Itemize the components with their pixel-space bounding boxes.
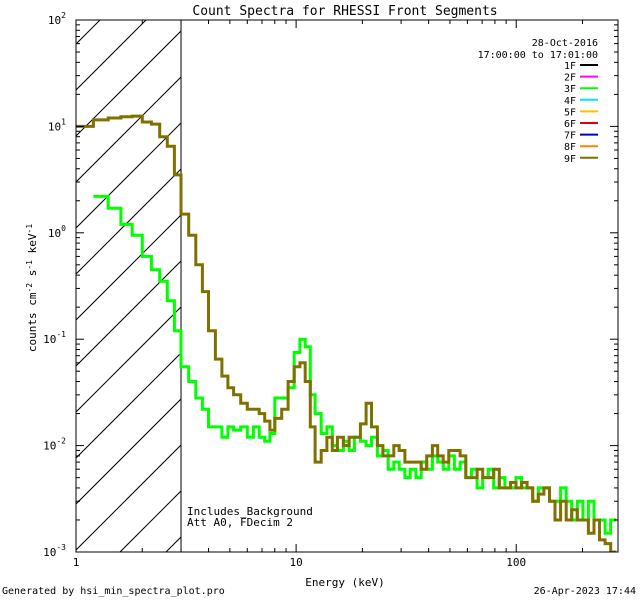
hatch-line (76, 76, 182, 183)
y-label-s: s (26, 270, 39, 283)
legend-time-range: 17:00:00 to 17:01:00 (478, 50, 598, 61)
legend-label: 1F (564, 61, 576, 72)
y-tick-label: 10-1 (43, 330, 66, 346)
y-tick-label: 101 (48, 117, 66, 133)
legend-label: 5F (564, 107, 576, 118)
hatch-line (76, 168, 182, 275)
hatch-line (0, 0, 82, 552)
legend-label: 4F (564, 96, 576, 107)
footer-generated-by: Generated by hsi_min_spectra_plot.pro (2, 586, 225, 597)
series-9f-line (76, 114, 617, 552)
plot-frame (75, 19, 619, 553)
x-tick-label: 10 (289, 556, 302, 569)
hatch-line (76, 214, 182, 321)
hatch-line (76, 398, 182, 505)
y-tick-label: 100 (48, 224, 66, 240)
x-axis-ticks: 1 10 100 (73, 20, 583, 569)
x-tick-label: 100 (506, 556, 526, 569)
hatch-line (119, 490, 182, 552)
y-label-exp1: -2 (25, 283, 34, 293)
y-label-kev: keV (26, 233, 39, 260)
hatch-line (76, 30, 182, 137)
y-axis-label: counts cm-2 s-1 keV-1 (25, 224, 39, 352)
legend-label: 8F (564, 142, 576, 153)
y-axis-ticks: 102 101 100 10-1 10-2 10-3 (43, 11, 618, 559)
y-tick-label: 102 (48, 11, 66, 27)
chart-title: Count Spectra for RHESSI Front Segments (192, 4, 497, 19)
legend-label: 3F (564, 84, 576, 95)
footer-timestamp: 26-Apr-2023 17:44 (534, 586, 636, 597)
hatch-line (76, 20, 147, 91)
annotation-attenuator: Att A0, FDecim 2 (187, 516, 293, 529)
hatch-line (76, 444, 182, 551)
x-axis-label: Energy (keV) (305, 576, 384, 589)
legend-date: 28-Oct-2016 (532, 38, 598, 49)
legend-label: 2F (564, 73, 576, 84)
y-tick-label: 10-2 (43, 437, 66, 453)
y-label-exp3: -1 (25, 224, 34, 234)
hatch-line (76, 260, 182, 367)
annotation-background: Includes_Background (187, 505, 313, 518)
series-3f-line (93, 194, 617, 535)
legend-label: 9F (564, 154, 576, 165)
legend-label: 7F (564, 131, 576, 142)
y-label-exp2: -1 (25, 260, 34, 270)
y-tick-label: 10-3 (43, 543, 66, 559)
y-label-base: counts cm (26, 292, 39, 352)
x-tick-label: 1 (73, 556, 80, 569)
hatch-line (76, 20, 101, 45)
legend-label: 6F (564, 119, 576, 130)
excluded-energy-hatch (0, 0, 182, 552)
hatch-line (76, 122, 182, 229)
